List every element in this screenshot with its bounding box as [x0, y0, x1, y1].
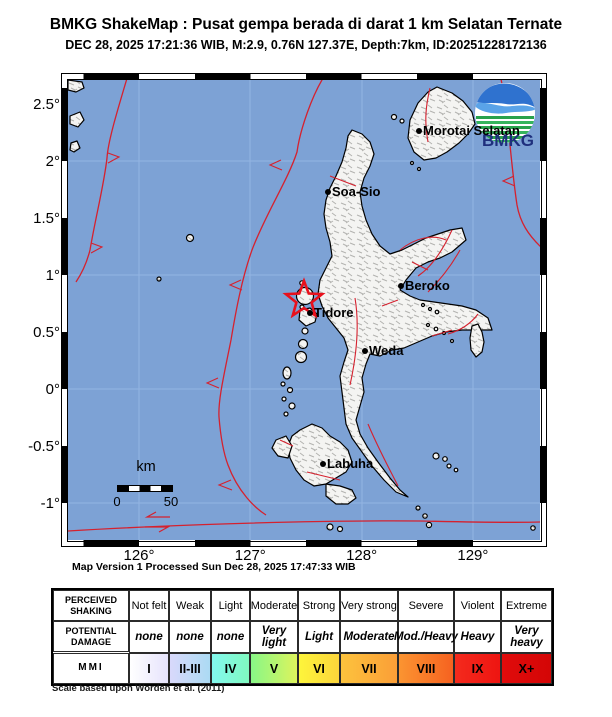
city-marker: Labuha: [320, 457, 373, 470]
legend-mmi-cell: VII: [340, 653, 398, 684]
legend-row-header: POTENTIAL DAMAGE: [53, 621, 129, 652]
city-dot: [398, 282, 404, 289]
city-label: Labuha: [327, 456, 374, 471]
page-title: BMKG ShakeMap : Pusat gempa berada di da…: [49, 16, 563, 33]
y-tick-label: -0.5°: [28, 438, 60, 455]
fault-lines: [68, 80, 540, 533]
map-frame-top: [62, 74, 546, 80]
legend-shaking-cell: Severe: [398, 590, 454, 621]
fault-sorong: [68, 520, 540, 532]
legend-grid: PERCEIVED SHAKING Not felt Weak Light Modera…: [51, 588, 554, 686]
x-tick-label: 129°: [457, 547, 489, 564]
map-frame-left: [62, 74, 68, 546]
legend-damage-cell: Very light: [250, 621, 298, 653]
city-label: Soa-Sio: [332, 184, 381, 199]
legend-damage-cell: Heavy: [454, 621, 501, 653]
legend-shaking-cell: Extreme: [501, 590, 552, 621]
legend-damage-cell: none: [169, 621, 211, 653]
event-summary: DEC 28, 2025 17:21:36 WIB, M:2.9, 0.76N …: [65, 38, 547, 52]
epicenter-star: [282, 277, 326, 319]
y-tick-label: 0.5°: [33, 324, 60, 341]
plot-border: [67, 79, 542, 542]
city-dot: [416, 127, 422, 134]
x-tick-label: 128°: [346, 547, 378, 564]
island-morotai: [407, 86, 476, 161]
legend-shaking-cell: Violent: [454, 590, 501, 621]
city-label: Weda: [369, 343, 404, 358]
bmkg-logo: BMKG: [468, 82, 540, 150]
city-dot: [307, 309, 313, 316]
legend-damage-cell: none: [211, 621, 250, 653]
legend-shaking-cell: Not felt: [129, 590, 169, 621]
x-tick-label: 127°: [234, 547, 266, 564]
y-tick-label: 2.5°: [33, 96, 60, 113]
y-tick-label: 0°: [45, 381, 60, 398]
version-note: Map Version 1 Processed Sun Dec 28, 2025…: [72, 561, 356, 573]
city-label: Tidore: [314, 305, 354, 320]
bmkg-logo-text: BMKG: [482, 131, 534, 150]
legend-damage-cell: Moderate: [340, 621, 398, 653]
legend-row-header: PERCEIVED SHAKING: [53, 590, 129, 621]
map-frame-bottom: [62, 540, 546, 546]
legend-mmi-cell: II-III: [169, 653, 211, 684]
legend-shaking-cell: Light: [211, 590, 250, 621]
legend-mmi-cell: VI: [298, 653, 340, 684]
legend-damage-cell: none: [129, 621, 169, 653]
city-label: Beroko: [405, 278, 450, 293]
map-frame-border: [61, 73, 547, 547]
island-mayu: [185, 233, 195, 243]
city-label: Morotai Selatan: [423, 123, 520, 138]
city-marker: Tidore: [307, 306, 354, 319]
city-marker: Soa-Sio: [325, 185, 380, 198]
legend-row-header: MMI: [53, 653, 129, 684]
y-tick-label: -1°: [40, 495, 60, 512]
scale-min-label: 0: [113, 494, 121, 509]
island-tifore: [156, 276, 162, 282]
map-graphics: [68, 80, 540, 540]
legend-damage-cell: Very heavy: [501, 621, 552, 653]
map-canvas: BMKG km 0 50 Morotai Selatan Soa-Sio Berok…: [68, 80, 540, 540]
legend-shaking-cell: Moderate: [250, 590, 298, 621]
city-dot: [325, 188, 331, 195]
city-marker: Beroko: [398, 279, 450, 292]
city-dot: [362, 347, 368, 354]
legend-shaking-cell: Weak: [169, 590, 211, 621]
y-tick-label: 1.5°: [33, 210, 60, 227]
legend-shaking-cell: Strong: [298, 590, 340, 621]
legend-mmi-cell: V: [250, 653, 298, 684]
legend-damage-cell: Light: [298, 621, 340, 653]
scale-unit-label: km: [136, 459, 156, 475]
y-tick-label: 1°: [45, 267, 60, 284]
scale-bar: [117, 485, 173, 492]
city-dot: [320, 460, 326, 467]
land-faults: [279, 87, 479, 487]
city-marker: Morotai Selatan: [416, 124, 520, 137]
x-tick-label: 126°: [123, 547, 155, 564]
legend-damage-cell: Mod./Heavy: [394, 621, 458, 653]
legend-mmi-cell: X+: [501, 653, 552, 684]
city-marker: Weda: [362, 344, 403, 357]
map-frame-right: [540, 74, 546, 546]
island-halmahera: [317, 129, 493, 498]
legend-shaking-cell: Very strong: [340, 590, 398, 621]
islands: [68, 80, 536, 533]
legend-mmi-cell: VIII: [398, 653, 454, 684]
scale-max-label: 50: [163, 494, 179, 509]
trench-middle: [218, 80, 323, 516]
legend-mmi-cell: IX: [454, 653, 501, 684]
legend-mmi-cell: IV: [211, 653, 250, 684]
legend-mmi-cell: I: [129, 653, 169, 684]
trench-west: [75, 80, 128, 283]
graticule: [68, 80, 540, 540]
legend-footnote: Scale based upon Worden et al. (2011): [52, 683, 225, 694]
y-tick-label: 2°: [45, 153, 60, 170]
